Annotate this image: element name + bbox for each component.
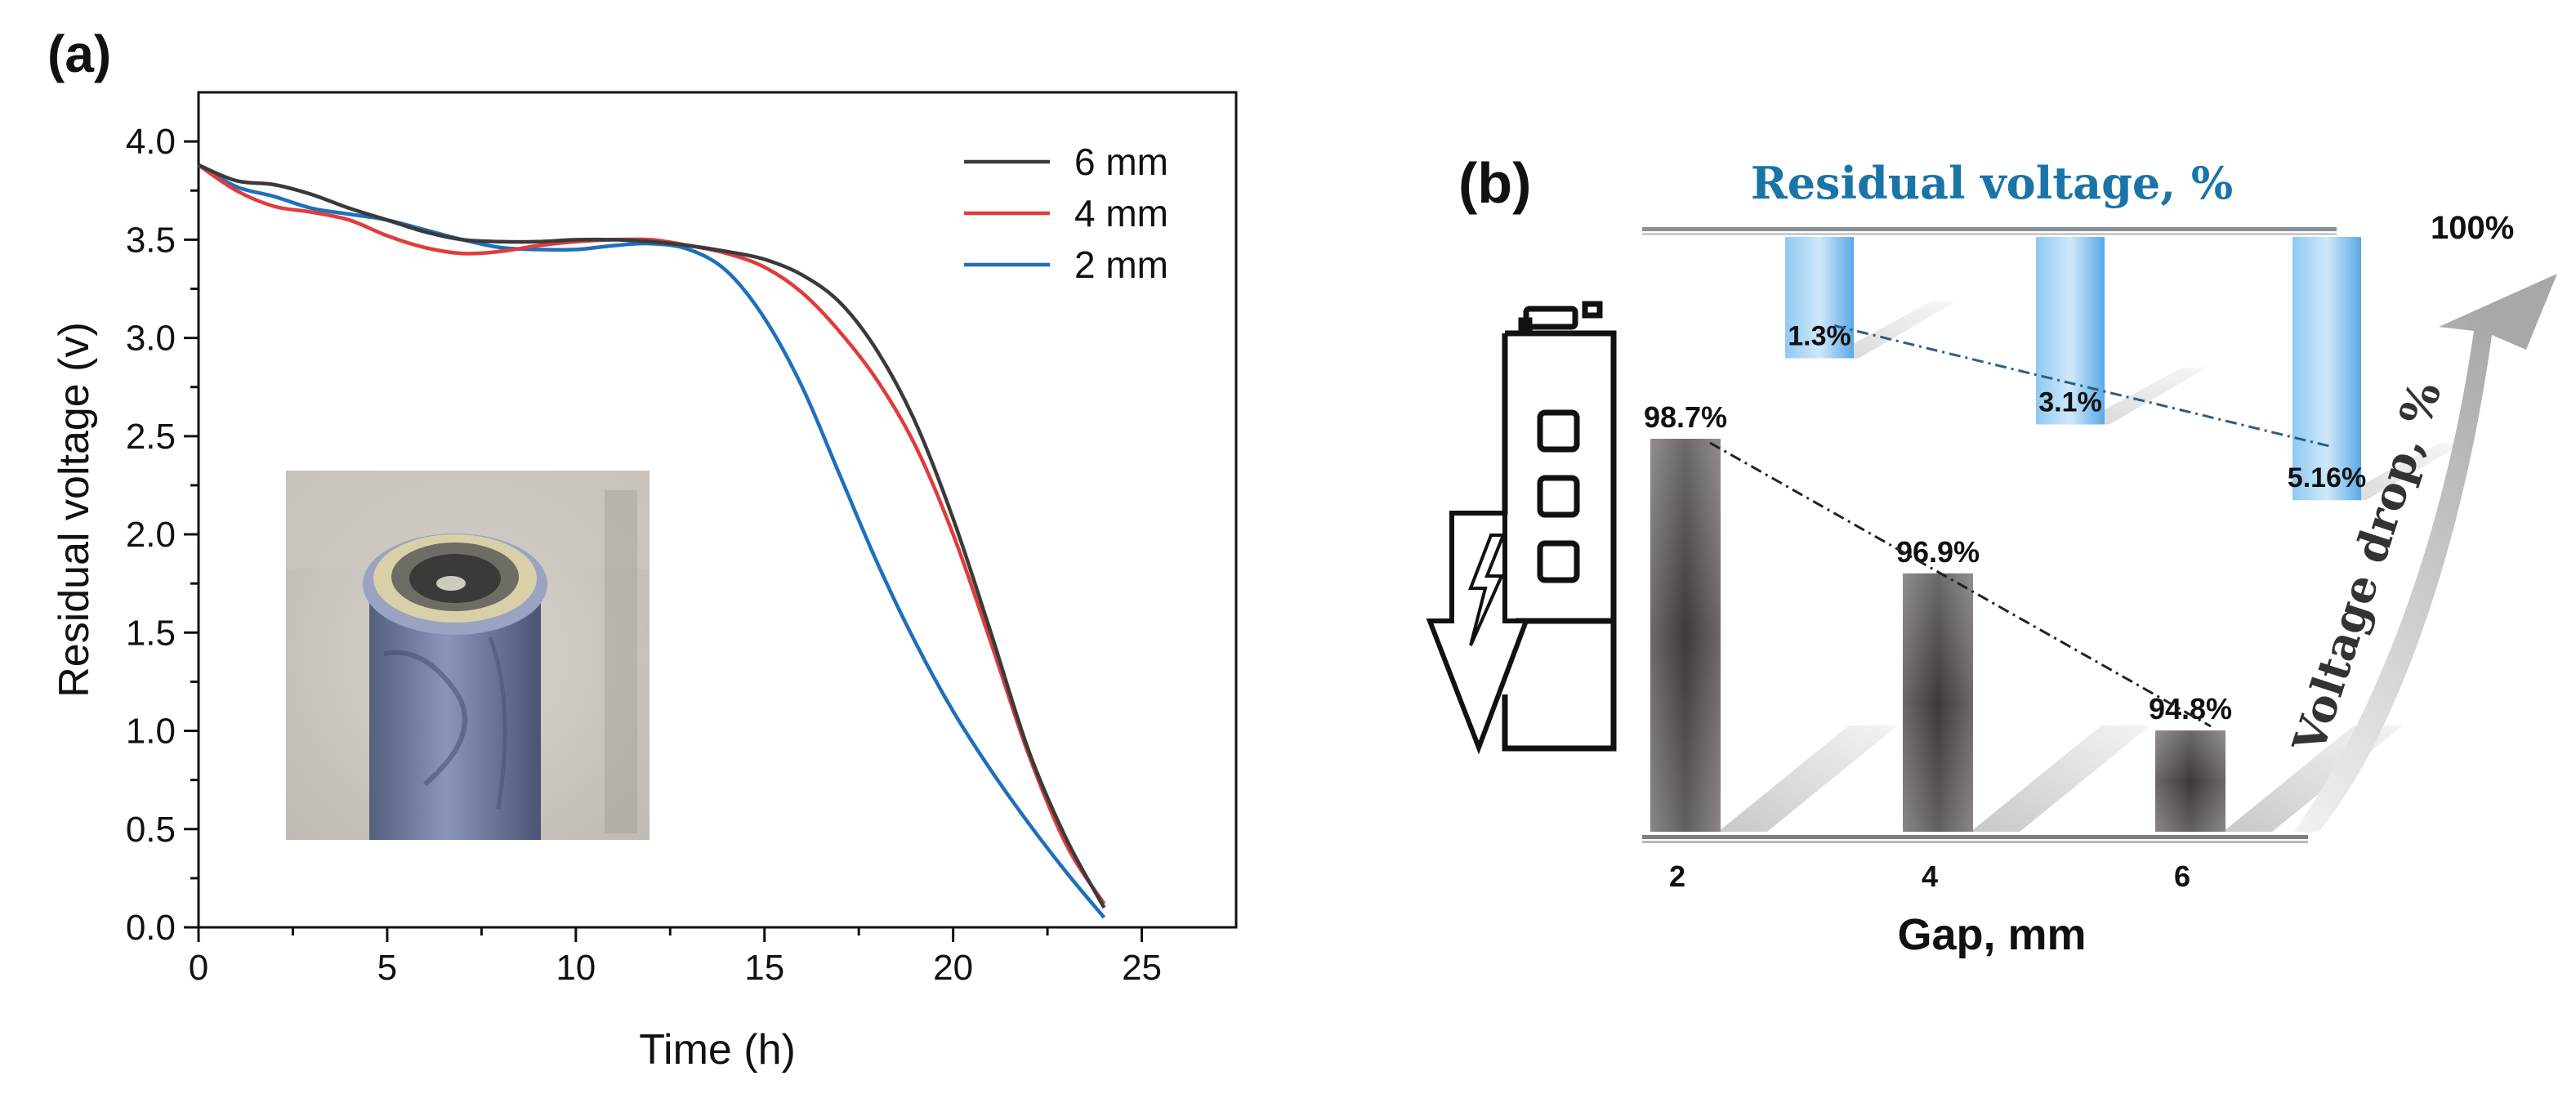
drop-trend-line [1833, 324, 2334, 449]
x-tick-label: 25 [1122, 948, 1162, 988]
x-tick-label: 10 [556, 948, 596, 988]
battery-discharge-icon [1426, 301, 1617, 755]
y-tick-label: 1.5 [126, 613, 176, 653]
y-tick-label: 2.0 [126, 515, 176, 555]
base-rail [1642, 835, 2308, 839]
legend-label: 2 mm [1074, 243, 1168, 286]
bar-value-labels: 98.7% 96.9% 94.8% 1.3% 3.1% 5.16% [1644, 321, 2366, 726]
y-axis-ticks: 0.0 0.5 1.0 1.5 2.0 2.5 3.0 3.5 4.0 [126, 122, 199, 948]
plot-a-axes: 0 5 10 15 20 25 0.0 0.5 1.0 1.5 2.0 2.5 3.0 3.5 4.0 T… [51, 91, 1238, 1074]
x-axis-ticks: 0 5 10 15 20 25 [189, 927, 1162, 988]
base-rail-lower [1642, 841, 2308, 843]
trend-lines [1709, 324, 2334, 728]
x-tick-label: 5 [377, 948, 397, 988]
gap-tick-label: 4 [1922, 860, 1938, 893]
x-tick-label: 20 [933, 948, 973, 988]
drop-bar-shadow [2333, 443, 2464, 501]
residual-bar-sheen [2155, 730, 2226, 832]
gap-tick-label: 2 [1669, 860, 1685, 893]
plot-a-legend: 6 mm 4 mm 2 mm [964, 141, 1168, 286]
drop-bar-shadow [2077, 367, 2208, 425]
x-tick-label: 15 [744, 948, 784, 988]
drop-value-label: 3.1% [2038, 387, 2102, 418]
y-tick-label: 3.5 [126, 220, 176, 260]
bar-shadow [1971, 726, 2150, 832]
residual-bar-sheen [1650, 439, 1721, 832]
y-axis-label: Residual voltage (v) [51, 322, 98, 698]
y-tick-label: 4.0 [126, 122, 176, 162]
residual-trend-line [1709, 441, 2212, 728]
drop-bar [2036, 237, 2105, 425]
residual-bar-sheen [1903, 573, 1973, 832]
voltage-drop-arrow [2294, 274, 2557, 832]
series-line-2mm [197, 163, 1106, 919]
legend-label: 6 mm [1074, 141, 1168, 183]
top-rail [1642, 227, 2337, 231]
y-tick-label: 1.0 [126, 712, 176, 752]
drop-bar-shadow [1826, 301, 1957, 359]
panel-a-label: (a) [47, 25, 111, 83]
legend-label: 4 mm [1074, 192, 1168, 234]
gap-tick-label: 6 [2174, 860, 2190, 893]
drop-value-label: 5.16% [2288, 462, 2366, 493]
x-tick-label: 0 [189, 948, 208, 988]
y-tick-label: 3.0 [126, 319, 176, 359]
drop-bar [2293, 237, 2361, 501]
residual-bars [1650, 439, 2226, 832]
plot-a-frame [197, 91, 1238, 929]
drop-value-label: 1.3% [1788, 321, 1851, 352]
top-rail-highlight [1642, 233, 2337, 235]
residual-value-label: 98.7% [1644, 400, 1727, 434]
x-axis-label: Time (h) [639, 1026, 796, 1074]
battery-cell-photo [286, 471, 650, 840]
y-tick-label: 0.5 [126, 810, 176, 850]
panel-b: (b) Residual voltage, % 98.7% 96.9% 94.8% 1… [1426, 151, 2557, 959]
panel-b-label: (b) [1458, 151, 1531, 215]
gap-tick-labels: 2 4 6 [1669, 860, 2190, 893]
residual-value-label: 94.8% [2149, 692, 2232, 726]
bar-shadow [1718, 726, 1898, 832]
drop-bars [1785, 237, 2464, 501]
panel-a: (a) 0 5 10 15 20 25 0.0 0.5 1.0 1.5 2.0 2.5 3.0 3.5 4… [47, 25, 1238, 1074]
gap-axis-label: Gap, mm [1897, 910, 2086, 959]
y-tick-label: 2.5 [126, 417, 176, 457]
residual-value-label: 96.9% [1896, 535, 1980, 569]
hundred-percent-label: 100% [2431, 210, 2514, 246]
residual-voltage-title: Residual voltage, % [1751, 157, 2233, 209]
plot-a-series [197, 163, 1106, 919]
drop-bar [1785, 237, 1854, 359]
series-line-6mm [198, 163, 1106, 909]
y-tick-label: 0.0 [126, 908, 176, 948]
